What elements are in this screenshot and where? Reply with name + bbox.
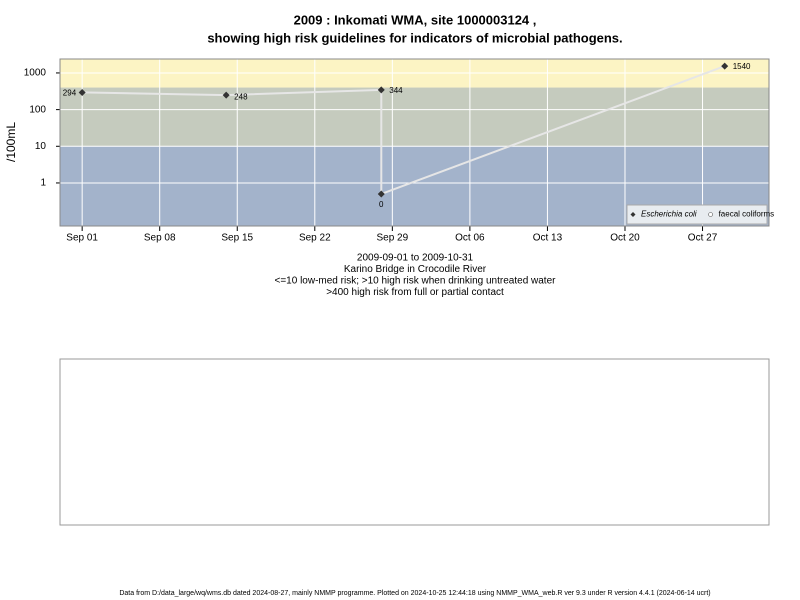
y-tick-label: 1000 (24, 68, 47, 79)
x-tick-label: Sep 29 (376, 233, 408, 244)
chart-title: 2009 : Inkomati WMA, site 1000003124 , (294, 12, 537, 27)
data-label: 0 (379, 200, 384, 209)
data-label: 344 (389, 86, 403, 95)
chart-subtitle: showing high risk guidelines for indicat… (207, 30, 622, 45)
data-label: 248 (234, 92, 248, 101)
data-label: 1540 (733, 62, 751, 71)
note: Karino Bridge in Crocodile River (344, 264, 487, 275)
y-axis-label: /100mL (4, 122, 18, 162)
note: 2009-09-01 to 2009-10-31 (357, 253, 474, 264)
data-point (222, 91, 230, 99)
x-tick-label: Sep 01 (66, 233, 98, 244)
x-tick-label: Oct 13 (533, 233, 563, 244)
y-tick-label: 1 (40, 178, 46, 189)
legend-box (626, 204, 768, 225)
plot-frame (59, 58, 770, 227)
x-tick-label: Sep 22 (299, 233, 331, 244)
legend-marker (708, 212, 713, 217)
legend-label: Escherichia coli (641, 210, 697, 219)
note: >400 high risk from full or partial cont… (326, 287, 504, 298)
x-tick-label: Oct 27 (688, 233, 718, 244)
legend-marker (630, 212, 636, 217)
footer: Data from D:/data_large/wq/wms.db dated … (119, 590, 710, 597)
x-tick-label: Sep 08 (144, 233, 176, 244)
data-point (78, 88, 86, 96)
y-tick-label: 10 (35, 141, 47, 152)
legend-label: faecal coliforms (719, 210, 775, 219)
note: <=10 low-med risk; >10 high risk when dr… (275, 276, 557, 287)
data-point (721, 62, 729, 70)
x-tick-label: Oct 20 (610, 233, 640, 244)
data-point (377, 86, 385, 94)
risk-band (60, 87, 769, 147)
x-tick-label: Sep 15 (221, 233, 253, 244)
y-tick-label: 100 (29, 104, 46, 115)
data-label: 294 (63, 89, 77, 98)
empty-panel (59, 358, 770, 526)
x-tick-label: Oct 06 (455, 233, 485, 244)
data-point (377, 190, 385, 198)
